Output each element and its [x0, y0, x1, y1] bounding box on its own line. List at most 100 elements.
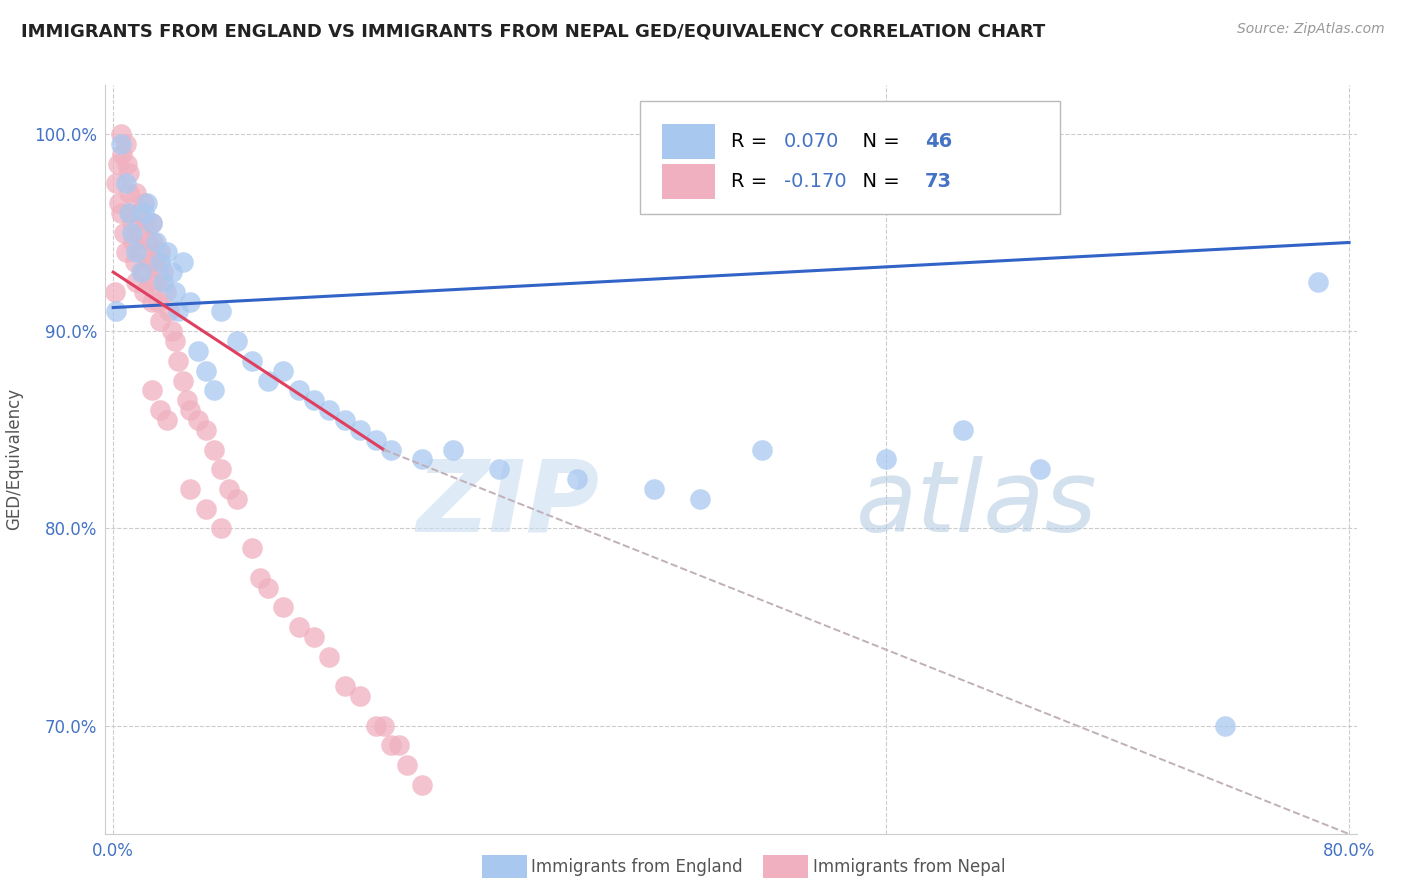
Point — [380, 442, 402, 457]
Point — [114, 245, 136, 260]
Point — [167, 353, 190, 368]
Point — [364, 718, 387, 732]
Point — [287, 384, 309, 398]
Point — [121, 216, 143, 230]
Point — [129, 265, 152, 279]
Point — [152, 275, 174, 289]
Point — [1215, 718, 1237, 732]
Point — [411, 452, 433, 467]
Point — [194, 364, 217, 378]
Point — [115, 156, 138, 170]
Point — [225, 491, 247, 506]
Point — [141, 384, 163, 398]
Point — [132, 285, 155, 299]
Point — [104, 285, 127, 299]
Point — [333, 679, 356, 693]
Point — [179, 294, 201, 309]
Text: ZIP: ZIP — [416, 456, 600, 553]
Point — [176, 393, 198, 408]
Point — [167, 304, 190, 318]
Point — [388, 739, 411, 753]
Point — [875, 452, 897, 467]
Point — [135, 216, 157, 230]
Point — [1308, 275, 1330, 289]
FancyBboxPatch shape — [662, 164, 714, 199]
Point — [373, 718, 395, 732]
Text: 0.070: 0.070 — [783, 132, 839, 151]
Text: Immigrants from England: Immigrants from England — [531, 858, 744, 876]
Point — [209, 304, 232, 318]
Text: N =: N = — [851, 132, 905, 151]
FancyBboxPatch shape — [640, 101, 1060, 214]
Point — [218, 482, 240, 496]
Point — [125, 275, 148, 289]
Point — [111, 146, 134, 161]
Point — [202, 442, 225, 457]
Point — [148, 255, 170, 269]
Point — [127, 206, 149, 220]
Point — [156, 413, 179, 427]
Point — [751, 442, 773, 457]
Point — [194, 501, 217, 516]
Point — [172, 255, 194, 269]
Point — [155, 285, 177, 299]
Point — [318, 649, 340, 664]
Point — [141, 294, 163, 309]
Point — [157, 304, 180, 318]
Point — [129, 245, 152, 260]
Point — [105, 177, 128, 191]
Text: atlas: atlas — [856, 456, 1098, 553]
Point — [364, 433, 387, 447]
Point — [194, 423, 217, 437]
Point — [114, 177, 136, 191]
Point — [302, 630, 325, 644]
Point — [163, 285, 186, 299]
Point — [163, 334, 186, 348]
Text: -0.170: -0.170 — [783, 172, 846, 191]
Point — [187, 343, 209, 358]
Point — [187, 413, 209, 427]
Point — [643, 482, 665, 496]
Point — [121, 226, 143, 240]
Point — [148, 403, 170, 417]
Point — [114, 136, 136, 151]
Point — [110, 206, 132, 220]
Point — [349, 423, 371, 437]
Point — [110, 127, 132, 141]
Point — [108, 196, 131, 211]
Text: IMMIGRANTS FROM ENGLAND VS IMMIGRANTS FROM NEPAL GED/EQUIVALENCY CORRELATION CHA: IMMIGRANTS FROM ENGLAND VS IMMIGRANTS FR… — [21, 22, 1045, 40]
Point — [117, 186, 139, 201]
Text: 73: 73 — [925, 172, 952, 191]
Point — [271, 364, 294, 378]
FancyBboxPatch shape — [662, 125, 714, 159]
Y-axis label: GED/Equivalency: GED/Equivalency — [6, 388, 22, 531]
Point — [488, 462, 510, 476]
Text: 46: 46 — [925, 132, 952, 151]
Point — [349, 689, 371, 703]
Point — [132, 196, 155, 211]
Point — [122, 235, 145, 250]
Point — [112, 226, 135, 240]
Point — [395, 758, 418, 772]
Point — [225, 334, 247, 348]
Point — [136, 235, 159, 250]
Point — [128, 226, 150, 240]
Text: N =: N = — [851, 172, 905, 191]
Point — [172, 374, 194, 388]
Point — [117, 166, 139, 180]
Point — [256, 581, 278, 595]
Point — [249, 571, 271, 585]
Point — [160, 324, 183, 338]
Point — [202, 384, 225, 398]
Point — [132, 206, 155, 220]
Point — [139, 275, 162, 289]
Point — [148, 245, 170, 260]
Point — [318, 403, 340, 417]
Point — [240, 541, 263, 555]
Point — [179, 403, 201, 417]
Point — [411, 778, 433, 792]
Point — [152, 265, 174, 279]
Text: Immigrants from Nepal: Immigrants from Nepal — [813, 858, 1005, 876]
Point — [156, 245, 179, 260]
Point — [689, 491, 711, 506]
